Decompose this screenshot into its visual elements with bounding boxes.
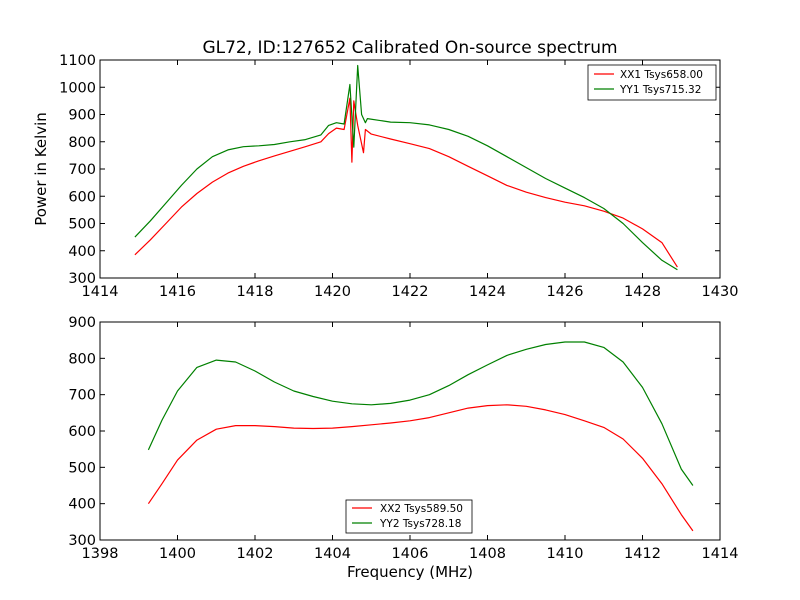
- bottom-legend: XX2 Tsys589.50 YY2 Tsys728.18: [345, 499, 473, 534]
- top-series-line-1: [134, 64, 678, 271]
- top-ticks: 1414 1416 1418 1420 1422 1424 1426 1428 1430 300 4…: [59, 53, 738, 300]
- top-x-tick-label: 1424: [469, 284, 506, 300]
- bottom-x-tick-label: 1408: [469, 546, 506, 562]
- top-plot-area: [134, 64, 678, 271]
- bottom-y-tick-label: 600: [68, 424, 96, 440]
- bottom-y-tick-label: 500: [68, 460, 96, 476]
- x-axis-label: Frequency (MHz): [347, 563, 473, 581]
- top-x-tick-label: 1418: [237, 284, 274, 300]
- bottom-y-tick-label: 700: [68, 388, 96, 404]
- bottom-plot-area: [147, 341, 694, 532]
- top-x-tick-label: 1430: [702, 284, 739, 300]
- top-panel: GL72, ID:127652 Calibrated On-source spe…: [32, 38, 738, 300]
- top-y-tick-label: 1000: [59, 80, 96, 96]
- bottom-y-tick-label: 900: [68, 315, 96, 331]
- legend-label-yy2: YY2 Tsys728.18: [379, 518, 461, 530]
- top-legend: XX1 Tsys658.00 YY1 Tsys715.32: [587, 64, 717, 101]
- chart-title: GL72, ID:127652 Calibrated On-source spe…: [202, 38, 617, 58]
- bottom-x-tick-label: 1406: [392, 546, 429, 562]
- top-y-tick-label: 800: [68, 135, 96, 151]
- bottom-series-line-0: [147, 404, 694, 532]
- legend-label-yy1: YY1 Tsys715.32: [619, 84, 701, 96]
- top-y-tick-label: 900: [68, 108, 96, 124]
- bottom-x-tick-label: 1410: [547, 546, 584, 562]
- top-series-line-0: [134, 97, 678, 268]
- top-legend-box: [587, 64, 717, 101]
- bottom-x-tick-label: 1412: [624, 546, 661, 562]
- bottom-x-tick-label: 1402: [237, 546, 274, 562]
- top-x-tick-label: 1426: [547, 284, 584, 300]
- bottom-panel: 1398 1400 1402 1404 1406 1408 1410 1412 1414 300 4…: [68, 315, 738, 581]
- bottom-x-tick-label: 1414: [702, 546, 739, 562]
- legend-label-xx2: XX2 Tsys589.50: [380, 503, 463, 515]
- top-y-tick-label: 600: [68, 189, 96, 205]
- top-y-tick-label: 700: [68, 162, 96, 178]
- top-x-tick-label: 1422: [392, 284, 429, 300]
- legend-label-xx1: XX1 Tsys658.00: [620, 69, 703, 81]
- bottom-legend-box: [345, 499, 473, 534]
- bottom-x-tick-label: 1400: [159, 546, 196, 562]
- bottom-ticks: 1398 1400 1402 1404 1406 1408 1410 1412 1414 300 4…: [68, 315, 738, 562]
- top-y-tick-label: 400: [68, 244, 96, 260]
- top-y-tick-label: 1100: [59, 53, 96, 69]
- top-y-tick-label: 300: [68, 271, 96, 287]
- top-x-tick-label: 1428: [624, 284, 661, 300]
- top-x-tick-label: 1416: [159, 284, 196, 300]
- bottom-y-tick-label: 300: [68, 533, 96, 549]
- bottom-x-tick-label: 1398: [82, 546, 119, 562]
- bottom-series-line-1: [147, 341, 694, 486]
- bottom-x-tick-label: 1404: [314, 546, 351, 562]
- top-x-tick-label: 1414: [82, 284, 119, 300]
- y-axis-label: Power in Kelvin: [32, 112, 50, 226]
- top-x-tick-label: 1420: [314, 284, 351, 300]
- bottom-y-tick-label: 800: [68, 351, 96, 367]
- top-y-tick-label: 500: [68, 217, 96, 233]
- bottom-y-tick-label: 400: [68, 497, 96, 513]
